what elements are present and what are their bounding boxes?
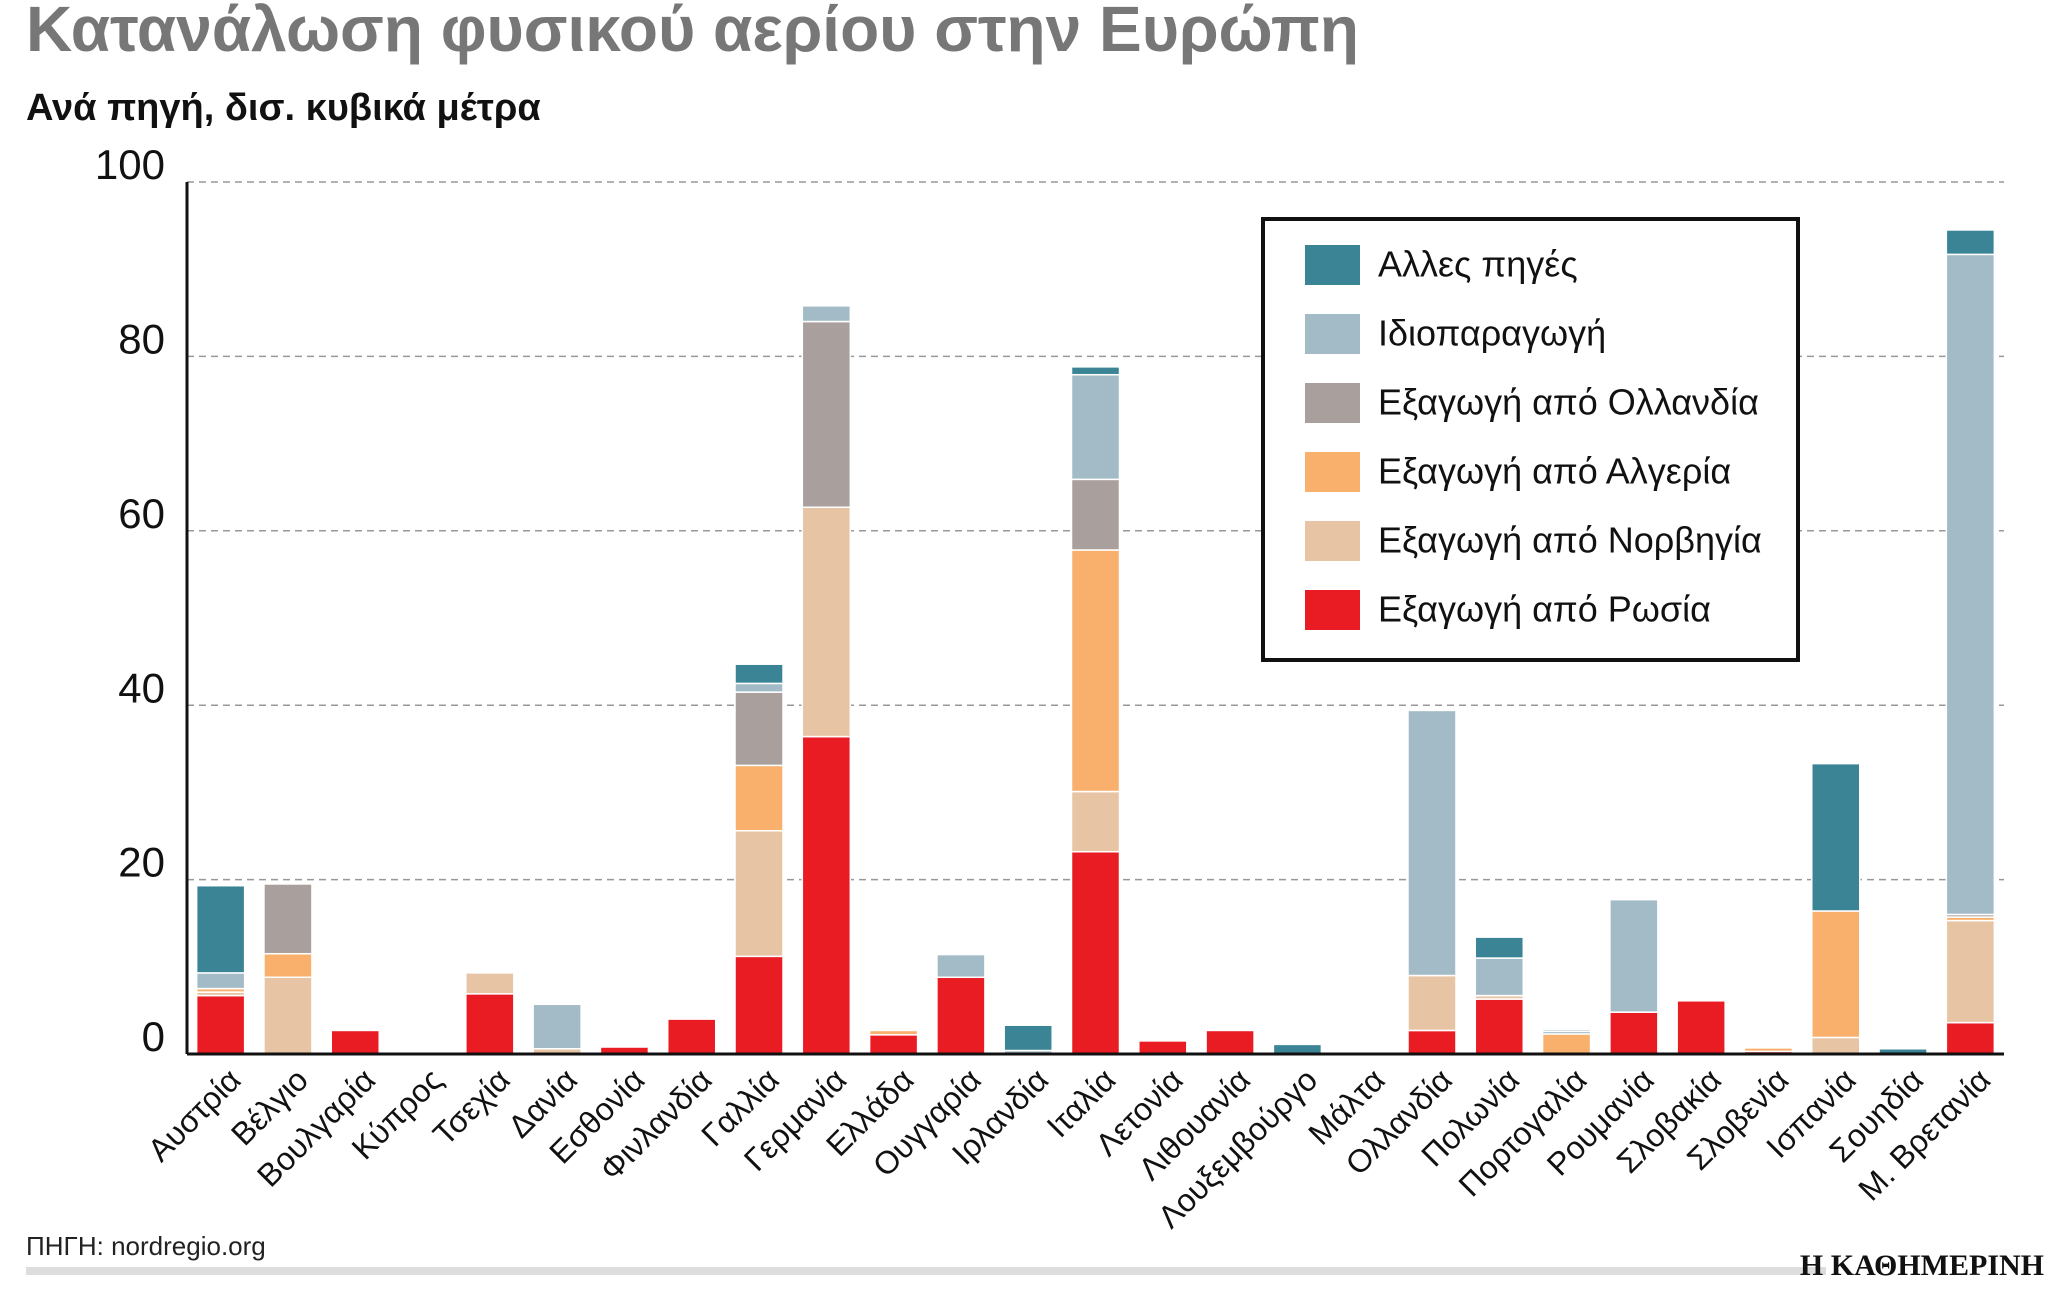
chart-subtitle: Ανά πηγή, δισ. κυβικά μέτρα xyxy=(26,87,541,129)
bar-segment xyxy=(1070,366,1121,376)
bar-segment xyxy=(195,994,246,1055)
bar-segment xyxy=(465,972,515,995)
legend-swatch xyxy=(1305,383,1360,423)
bar-segment xyxy=(1609,898,1659,1013)
legend-label: Εξαγωγή από Ολλανδία xyxy=(1378,382,1759,423)
bar-segment xyxy=(936,976,986,1055)
y-tick-label: 40 xyxy=(118,664,165,711)
bar-segment xyxy=(1474,957,1525,997)
bar-segment xyxy=(801,305,852,323)
bar-segment xyxy=(1945,1021,1996,1055)
bar-segment xyxy=(1070,373,1121,481)
logo: Η ΚΑΘΗΜΕΡΙΝΗ xyxy=(1800,1249,2044,1282)
bar-segment xyxy=(734,682,784,693)
bar-segment xyxy=(1407,974,1457,1032)
bar-segment xyxy=(1811,762,1861,912)
bar-segment xyxy=(330,1029,380,1055)
bar-segment xyxy=(734,830,784,958)
legend-label: Εξαγωγή από Νορβηγία xyxy=(1378,520,1762,561)
bar-segment xyxy=(195,884,246,974)
bar-segment xyxy=(1474,998,1525,1055)
bar-segment xyxy=(1205,1029,1255,1055)
bar-segment xyxy=(1070,549,1121,793)
bar-segment xyxy=(1541,1028,1592,1033)
legend-label: Αλλες πηγές xyxy=(1378,244,1578,285)
legend-swatch xyxy=(1305,245,1360,285)
bar-segment xyxy=(1070,850,1121,1055)
bar-segment xyxy=(734,764,784,832)
bar-segment xyxy=(263,976,313,1055)
bar-segment xyxy=(868,1034,919,1055)
bar-segment xyxy=(1541,1033,1592,1055)
x-tick-label: Τσεχία xyxy=(426,1061,517,1152)
bar-segment xyxy=(801,506,852,738)
bar-segment xyxy=(263,883,313,955)
legend-label: Εξαγωγή από Ρωσία xyxy=(1378,589,1711,630)
legend-swatch xyxy=(1305,314,1360,354)
bar-segment xyxy=(1070,790,1121,853)
bar-segment xyxy=(1070,478,1121,551)
bar-segment xyxy=(936,953,986,979)
x-tick-label: Αυστρία xyxy=(141,1061,248,1168)
bar-segment xyxy=(1003,1024,1053,1052)
bar-segment xyxy=(801,320,852,509)
bar-segment xyxy=(868,1029,919,1036)
bar-segment xyxy=(532,1003,582,1050)
bar-segment xyxy=(465,993,515,1055)
bar-segment xyxy=(195,972,246,990)
y-tick-label: 0 xyxy=(142,1013,165,1060)
chart-title: Κατανάλωση φυσικού αερίου στην Ευρώπη xyxy=(26,0,1359,65)
bar-segment xyxy=(1945,229,1996,256)
y-tick-label: 20 xyxy=(118,839,165,886)
y-tick-label: 100 xyxy=(95,141,165,188)
source: ΠΗΓΗ: nordregio.org xyxy=(26,1231,266,1261)
bar-segment xyxy=(734,663,784,685)
bar-segment xyxy=(1474,936,1525,959)
bar-segment xyxy=(1609,1011,1659,1055)
bar-segment xyxy=(1407,1029,1457,1055)
bar-segment xyxy=(734,955,784,1055)
bar-segment xyxy=(1743,1047,1794,1053)
legend-label: Εξαγωγή από Αλγερία xyxy=(1378,451,1731,492)
bar-segment xyxy=(1138,1040,1188,1055)
bar-segment xyxy=(734,691,784,767)
legend-label: Ιδιοπαραγωγή xyxy=(1378,313,1606,354)
footer-rule xyxy=(26,1267,1826,1275)
bar-segment xyxy=(1811,1036,1861,1055)
legend-swatch xyxy=(1305,452,1360,492)
legend-swatch xyxy=(1305,590,1360,630)
legend-box xyxy=(1261,217,1800,662)
bar-segment xyxy=(666,1018,717,1055)
bar-segment xyxy=(801,735,852,1055)
y-tick-label: 80 xyxy=(118,315,165,362)
legend-swatch xyxy=(1305,521,1360,561)
bar-segment xyxy=(1811,910,1861,1039)
bar-segment xyxy=(1407,709,1457,977)
bar-segment xyxy=(1676,1000,1726,1055)
y-tick-label: 60 xyxy=(118,490,165,537)
bar-segment xyxy=(1945,253,1996,916)
bar-segment xyxy=(1945,919,1996,1024)
bar-segment xyxy=(263,952,313,979)
